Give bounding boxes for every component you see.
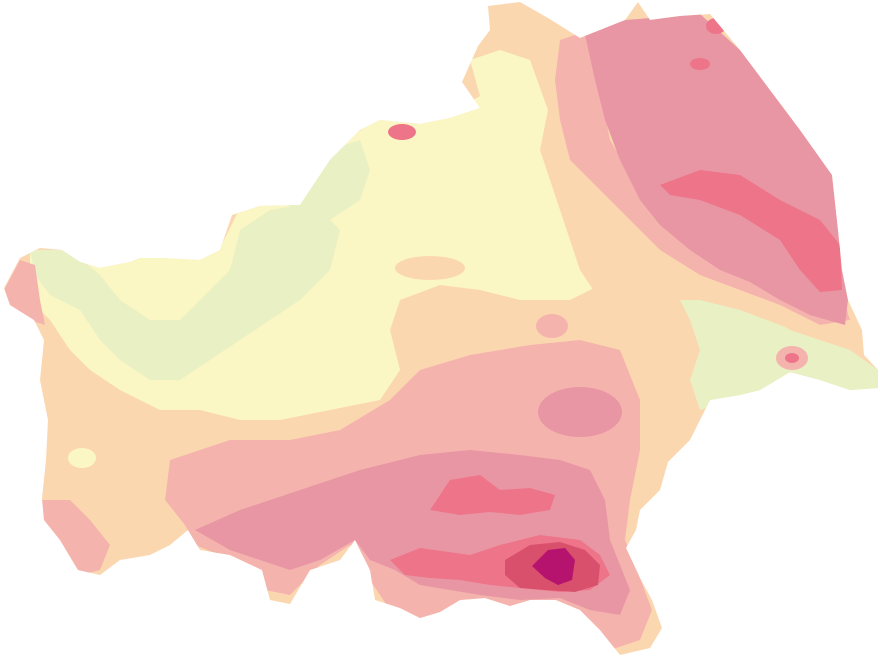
spot-northeast	[690, 58, 710, 70]
region-rose-northeast	[585, 14, 848, 325]
region-salmon-west	[4, 260, 45, 325]
region-peach-east	[540, 150, 862, 350]
spot-north	[388, 124, 416, 140]
spot-west-yellow	[68, 448, 96, 468]
region-pink-northeast	[660, 170, 842, 292]
region-lightest-west	[30, 205, 340, 380]
spot-east-core	[785, 353, 799, 363]
region-rose-center	[538, 387, 622, 437]
region-salmon-southwest	[40, 500, 110, 575]
spot-center-peach	[395, 256, 465, 280]
region-pink-south-a	[430, 475, 555, 515]
spot-center-salmon	[536, 314, 568, 338]
region-lightest-center	[280, 140, 370, 230]
spot-ne-corner	[706, 18, 726, 34]
region-magenta	[532, 548, 575, 585]
